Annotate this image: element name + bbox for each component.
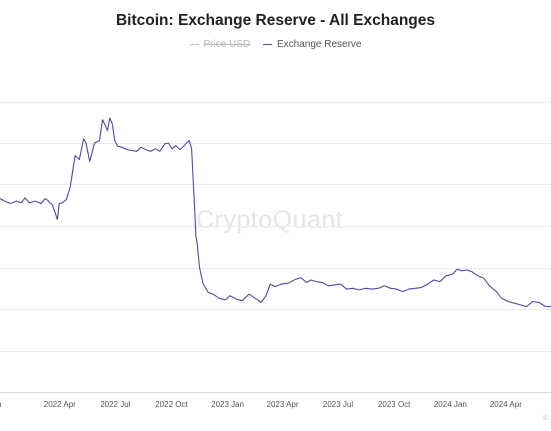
legend-item-exchange-reserve[interactable]: Exchange Reserve: [262, 39, 362, 50]
x-tick-label-1: 2022 Jul: [100, 400, 130, 409]
x-tick-label-8: 2024 Apr: [490, 400, 522, 409]
legend-item-price-usd[interactable]: Price USD: [189, 39, 251, 50]
x-tick-label-6: 2023 Oct: [378, 400, 411, 409]
x-tick-label-5: 2023 Jul: [323, 400, 353, 409]
series-line-exchange-reserve: [0, 117, 551, 308]
legend-label-price-usd: Price USD: [203, 39, 251, 50]
x-tick-label-2: 2022 Oct: [155, 400, 188, 409]
legend-label-exchange-reserve: Exchange Reserve: [276, 39, 362, 50]
legend: Price USD Exchange Reserve: [0, 37, 551, 50]
watermark: CryptoQuant: [196, 206, 344, 234]
chart-title: Bitcoin: Exchange Reserve - All Exchange…: [115, 12, 435, 29]
chart-credit: ©: [542, 415, 548, 422]
x-tick-label-4: 2023 Apr: [267, 400, 299, 409]
x-tick-label-leading: Jan: [0, 400, 1, 409]
legend-swatch-exchange-reserve: [262, 44, 272, 45]
legend-swatch-price-usd: [189, 44, 199, 45]
x-tick-label-0: 2022 Apr: [44, 400, 76, 409]
x-tick-label-3: 2023 Jan: [211, 400, 244, 409]
x-tick-label-7: 2024 Jan: [434, 400, 467, 409]
